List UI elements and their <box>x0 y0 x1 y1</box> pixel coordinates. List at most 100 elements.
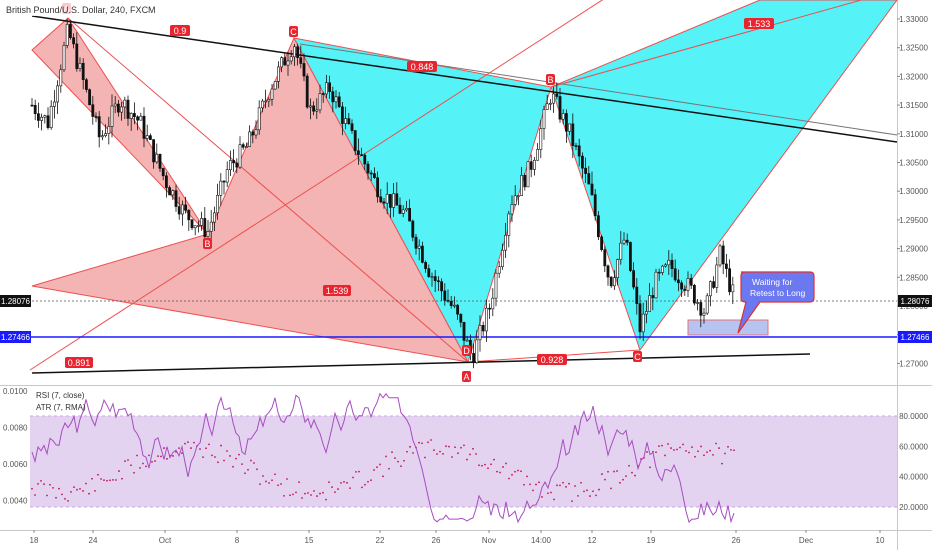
atr-dot <box>211 454 213 457</box>
candle-body <box>555 93 559 97</box>
atr-dot <box>127 459 129 461</box>
candle-body <box>612 277 616 287</box>
candle-body <box>91 104 95 117</box>
atr-dot <box>226 450 228 452</box>
candle-body <box>385 194 389 204</box>
atr-dot <box>166 457 168 460</box>
candle-body <box>596 215 600 238</box>
candle-body <box>267 99 271 102</box>
atr-dot <box>73 486 75 489</box>
candle-body <box>395 193 399 206</box>
atr-dot <box>586 489 588 492</box>
atr-dot <box>352 476 354 479</box>
atr-dot <box>646 451 648 453</box>
atr-dot <box>223 459 225 462</box>
candle-body <box>222 180 226 183</box>
candle-body <box>571 123 575 146</box>
atr-dot <box>241 463 243 466</box>
price-tick-label: 1.31500 <box>899 101 928 110</box>
atr-dot <box>388 467 390 470</box>
candle-body <box>580 155 584 169</box>
atr-dot <box>187 441 189 444</box>
atr-dot <box>577 494 579 497</box>
candle-body <box>462 321 466 341</box>
atr-dot <box>58 487 60 490</box>
candle-body <box>420 245 424 263</box>
atr-dot <box>247 468 249 471</box>
atr-dot <box>559 484 561 487</box>
atr-dot <box>553 498 555 501</box>
atr-dot <box>430 439 432 441</box>
atr-dot <box>64 497 66 500</box>
line-price-tag-left <box>0 331 31 343</box>
candle-body <box>254 129 258 136</box>
atr-dot <box>238 453 240 456</box>
pattern-labels: A B C D A B C 0.9 1.539 0.891 0.848 1.53… <box>62 3 774 382</box>
atr-dot <box>727 445 729 448</box>
atr-dot <box>289 494 291 497</box>
candle-body <box>142 115 146 139</box>
candle-body <box>149 135 152 140</box>
atr-dot <box>691 446 693 449</box>
atr-dot <box>538 481 540 484</box>
candle-body <box>305 75 309 108</box>
atr-dot <box>172 455 174 457</box>
atr-dot <box>676 448 678 451</box>
atr-dot <box>607 470 609 473</box>
atr-dot <box>274 473 276 476</box>
candle-body <box>379 196 383 203</box>
candle-body <box>260 100 264 109</box>
candle-body <box>139 115 143 121</box>
price-tick-label: 1.32500 <box>899 44 928 53</box>
atr-dot <box>487 467 489 470</box>
atr-dot <box>220 444 222 447</box>
atr-dot <box>55 496 57 499</box>
annotation-line2: Retest to Long <box>750 288 806 298</box>
atr-dot <box>316 495 318 497</box>
atr-dot <box>373 469 375 471</box>
atr-dot <box>88 492 90 495</box>
candle-body <box>136 116 140 121</box>
candle-body <box>113 103 117 107</box>
candle-body <box>350 123 354 131</box>
atr-dot <box>328 481 330 484</box>
point-a2-label: A <box>463 372 469 382</box>
current-price-value-left: 1.28076 <box>1 297 30 306</box>
current-price-tag-left <box>0 295 31 307</box>
candle-body <box>190 219 194 229</box>
atr-dot <box>721 462 723 465</box>
atr-dot <box>598 488 600 491</box>
candle-body <box>532 159 536 170</box>
candle-body <box>88 89 92 106</box>
atr-dot <box>709 449 711 452</box>
atr-dot <box>592 490 594 493</box>
atr-dot <box>451 456 453 458</box>
rsi-label: RSI (7, close) <box>36 391 85 400</box>
candle-body <box>366 163 370 174</box>
atr-dot <box>445 445 447 448</box>
atr-dot <box>280 483 282 485</box>
atr-dot <box>244 472 246 475</box>
candle-body <box>635 286 639 304</box>
candle-body <box>475 339 479 364</box>
candle-body <box>276 66 280 82</box>
atr-dot <box>595 494 597 497</box>
price-tick-label: 1.33000 <box>899 15 928 24</box>
atr-dot <box>505 462 507 465</box>
atr-dot <box>382 475 384 478</box>
candle-body <box>360 154 364 156</box>
atr-dot <box>112 479 114 481</box>
candle-body <box>593 194 597 216</box>
atr-dot <box>277 484 279 487</box>
atr-dot <box>46 494 48 497</box>
candle-body <box>696 302 700 304</box>
atr-dot <box>151 460 153 463</box>
atr-tick-label: 0.0100 <box>3 387 28 396</box>
atr-dot <box>670 447 672 449</box>
atr-dot <box>580 481 582 484</box>
candle-body <box>235 162 239 168</box>
atr-dot <box>502 466 504 468</box>
candle-body <box>376 177 380 198</box>
rsi-tick-label: 80.0000 <box>899 412 928 421</box>
candle-body <box>245 146 248 148</box>
